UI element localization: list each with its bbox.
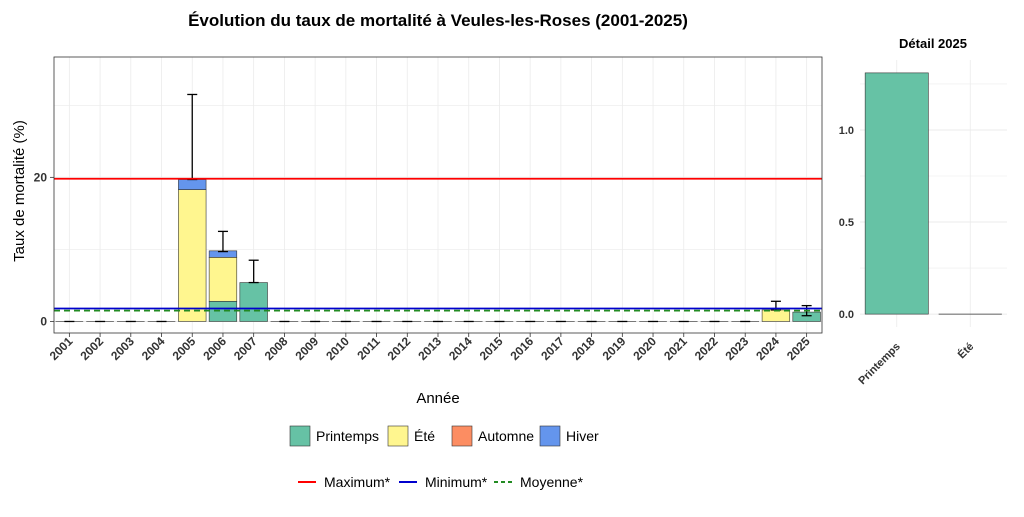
bar-segment — [208, 257, 238, 302]
detail-y-tick-label: 1.0 — [839, 125, 854, 137]
detail-y-tick-label: 0.0 — [839, 309, 854, 321]
legend-label: Printemps — [316, 428, 379, 444]
bar-segment — [178, 179, 207, 190]
legend-label: Automne — [478, 428, 534, 444]
bar-segment — [239, 282, 268, 322]
bar-segment — [208, 300, 238, 322]
detail-bar — [864, 72, 929, 315]
y-tick-label: 20 — [34, 170, 48, 184]
y-tick-label: 0 — [40, 314, 47, 328]
legend-swatch — [289, 425, 311, 447]
bar-segment — [761, 309, 791, 322]
detail-bars — [864, 72, 1002, 315]
x-axis-label: Année — [416, 390, 459, 407]
legend-swatch — [451, 425, 473, 447]
main-bars — [55, 179, 821, 322]
legend-label: Hiver — [566, 428, 599, 444]
legend-swatch — [539, 425, 561, 447]
legend-swatch — [387, 425, 409, 447]
y-axis-label: Taux de mortalité (%) — [11, 120, 28, 262]
bar-segment — [178, 189, 207, 322]
legend-label: Minimum* — [425, 474, 488, 490]
legend-label: Maximum* — [324, 474, 391, 490]
legend-label: Moyenne* — [520, 474, 584, 490]
reference-lines — [54, 177, 822, 312]
detail-y-tick-label: 0.5 — [839, 217, 854, 229]
legend-label: Été — [414, 428, 435, 444]
main-error-bars — [64, 93, 812, 323]
legend: Printemps Été Automne Hiver Maximum* Minimum*… — [289, 425, 599, 490]
main-chart-title: Évolution du taux de mortalité à Veules-… — [188, 11, 688, 30]
detail-chart-title: Détail 2025 — [899, 36, 967, 51]
